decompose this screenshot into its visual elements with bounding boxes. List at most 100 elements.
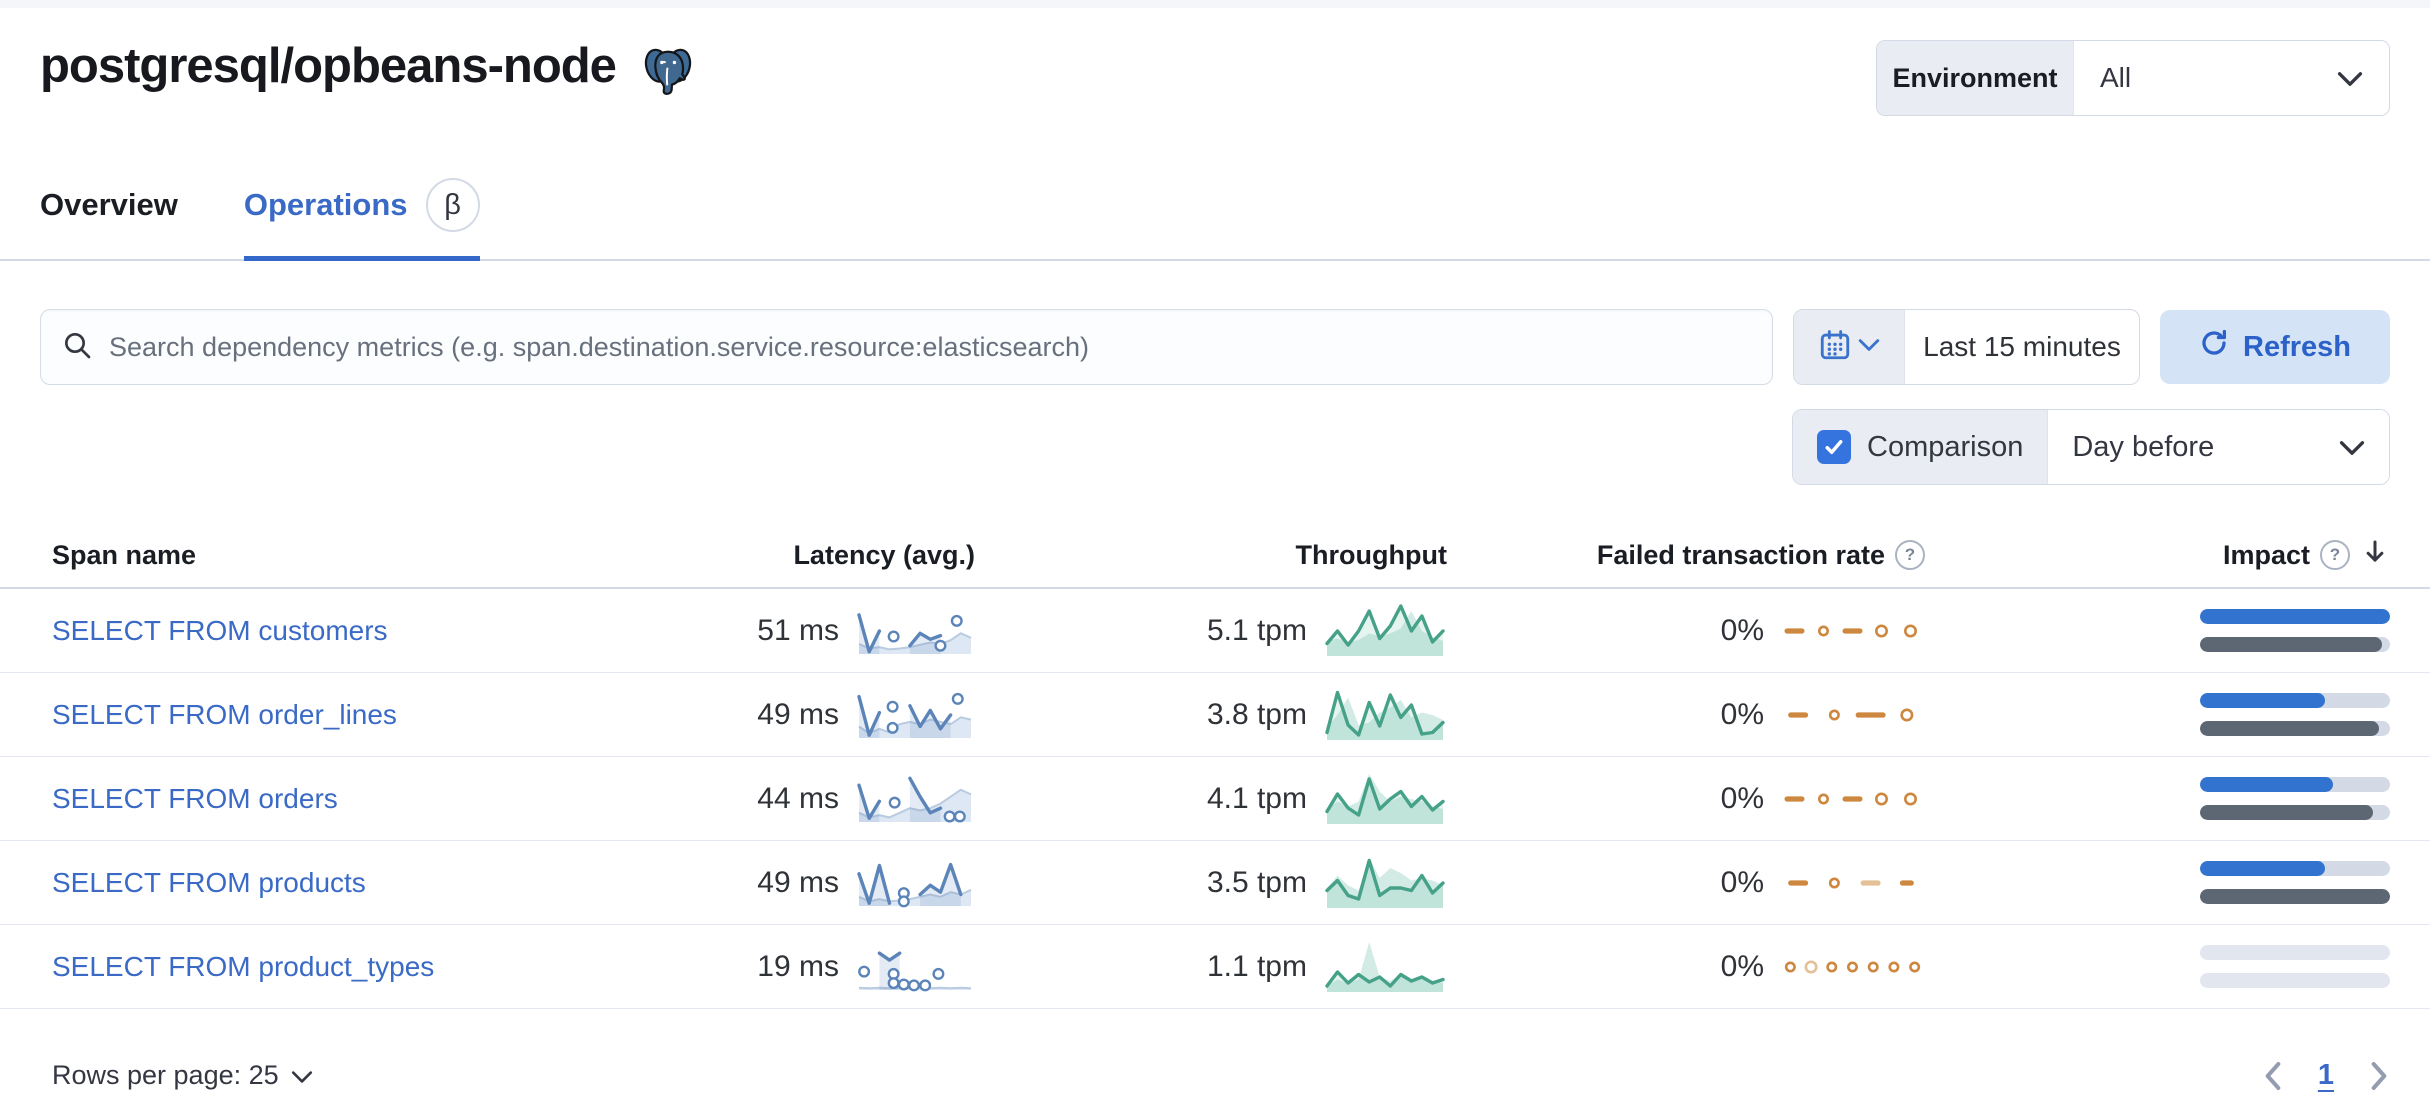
impact-bars	[2200, 861, 2390, 904]
throughput-sparkline	[1325, 773, 1445, 824]
search-input[interactable]	[107, 330, 1752, 364]
failed-rate-sparkline	[1784, 960, 1921, 973]
span-name-link[interactable]: SELECT FROM orders	[52, 782, 338, 814]
impact-bars	[2200, 609, 2390, 652]
page-number-1[interactable]: 1	[2317, 1059, 2334, 1091]
next-page-button[interactable]	[2368, 1060, 2390, 1092]
toolbar: Last 15 minutes Refresh	[0, 309, 2430, 385]
postgresql-logo-icon	[640, 44, 696, 105]
column-header-throughput[interactable]: Throughput	[1295, 539, 1447, 570]
page-header: postgresql/opbeans-node Environment All	[0, 8, 2430, 116]
latency-value: 19 ms	[757, 949, 839, 983]
rows-per-page-button[interactable]: Rows per page: 25	[40, 1060, 313, 1091]
throughput-value: 3.5 tpm	[1206, 865, 1307, 899]
throughput-sparkline	[1325, 941, 1445, 992]
impact-bars	[2200, 693, 2390, 736]
span-name-link[interactable]: SELECT FROM products	[52, 866, 366, 898]
impact-previous-bar	[2200, 805, 2390, 820]
impact-previous-bar	[2200, 889, 2390, 904]
latency-value: 49 ms	[757, 697, 839, 731]
calendar-icon	[1818, 328, 1852, 367]
date-picker[interactable]: Last 15 minutes	[1793, 309, 2140, 385]
failed-rate-sparkline	[1784, 792, 1918, 805]
failed-rate-value: 0%	[1720, 697, 1764, 731]
failed-rate-value: 0%	[1720, 865, 1764, 899]
comparison-checkbox-group[interactable]: Comparison	[1793, 410, 2049, 484]
impact-previous-bar	[2200, 973, 2390, 988]
sort-descending-icon	[2360, 537, 2390, 574]
table-row: SELECT FROM orders 44 ms 4.1 tpm 0%	[0, 757, 2430, 841]
latency-value: 51 ms	[757, 613, 839, 647]
search-icon	[61, 329, 93, 366]
failed-rate-value: 0%	[1720, 949, 1764, 983]
tab-overview-label: Overview	[40, 187, 178, 222]
environment-label: Environment	[1877, 41, 2074, 115]
beta-badge: β	[425, 178, 480, 232]
page-title: postgresql/opbeans-node	[40, 39, 617, 93]
column-header-latency[interactable]: Latency (avg.)	[793, 539, 975, 570]
date-picker-quick-menu[interactable]	[1794, 310, 1905, 384]
impact-previous-bar	[2200, 637, 2390, 652]
chevron-down-icon	[1858, 338, 1880, 357]
column-header-failed-rate[interactable]: Failed transaction rate ?	[1447, 540, 1925, 571]
throughput-value: 5.1 tpm	[1206, 613, 1307, 647]
impact-current-bar	[2200, 777, 2390, 792]
search-bar	[40, 309, 1773, 385]
impact-bars	[2200, 945, 2390, 988]
refresh-icon	[2199, 328, 2229, 366]
refresh-label: Refresh	[2243, 330, 2351, 363]
tab-operations-label: Operations	[243, 187, 408, 222]
latency-sparkline	[857, 692, 972, 738]
latency-sparkline	[858, 951, 972, 991]
table-header: Span name Latency (avg.) Throughput Fail…	[0, 523, 2430, 589]
impact-current-bar	[2200, 693, 2390, 708]
throughput-sparkline	[1325, 603, 1445, 656]
table-row: SELECT FROM customers 51 ms 5.1 tpm 0%	[0, 589, 2430, 673]
comparison-row: Comparison Day before	[0, 409, 2430, 485]
tab-operations[interactable]: Operations β	[243, 178, 480, 261]
span-name-link[interactable]: SELECT FROM customers	[52, 614, 388, 646]
top-strip	[0, 0, 2430, 8]
comparison-label: Comparison	[1867, 430, 2024, 463]
failed-rate-sparkline	[1788, 708, 1914, 721]
comparison-value: Day before	[2072, 430, 2215, 463]
comparison-select[interactable]: Day before	[2048, 410, 2389, 484]
table-footer: Rows per page: 25 1	[0, 1059, 2430, 1092]
failed-rate-value: 0%	[1720, 613, 1764, 647]
throughput-value: 4.1 tpm	[1206, 781, 1307, 815]
throughput-value: 1.1 tpm	[1206, 949, 1307, 983]
latency-value: 44 ms	[757, 781, 839, 815]
table-body: SELECT FROM customers 51 ms 5.1 tpm 0% SELEC…	[0, 589, 2430, 1009]
failed-rate-value: 0%	[1720, 781, 1764, 815]
failed-rate-sparkline	[1788, 877, 1914, 888]
span-name-link[interactable]: SELECT FROM product_types	[52, 950, 435, 982]
environment-select[interactable]: Environment All	[1876, 40, 2390, 116]
environment-value: All	[2100, 62, 2132, 93]
throughput-value: 3.8 tpm	[1206, 697, 1307, 731]
refresh-button[interactable]: Refresh	[2160, 310, 2390, 384]
comparison-control: Comparison Day before	[1792, 409, 2390, 485]
operations-table: Span name Latency (avg.) Throughput Fail…	[0, 523, 2430, 1009]
tab-bar: Overview Operations β	[0, 178, 2430, 261]
rows-per-page-label: Rows per page: 25	[52, 1060, 279, 1090]
chevron-down-icon	[2339, 431, 2365, 464]
impact-current-bar	[2200, 861, 2390, 876]
table-row: SELECT FROM product_types 19 ms 1.1 tpm 0%	[0, 925, 2430, 1009]
help-icon[interactable]: ?	[2320, 540, 2350, 570]
tab-overview[interactable]: Overview	[40, 178, 178, 259]
previous-page-button[interactable]	[2262, 1060, 2284, 1092]
column-header-impact[interactable]: Impact ?	[1925, 537, 2390, 574]
pagination: 1	[2262, 1059, 2390, 1092]
failed-rate-sparkline	[1784, 624, 1918, 637]
help-icon[interactable]: ?	[1895, 540, 1925, 570]
impact-bars	[2200, 777, 2390, 820]
latency-value: 49 ms	[757, 865, 839, 899]
time-range-value[interactable]: Last 15 minutes	[1923, 331, 2121, 362]
chevron-down-icon	[2337, 62, 2363, 94]
span-name-link[interactable]: SELECT FROM order_lines	[52, 698, 397, 730]
table-row: SELECT FROM order_lines 49 ms 3.8 tpm 0%	[0, 673, 2430, 757]
comparison-checkbox[interactable]	[1817, 430, 1851, 464]
table-row: SELECT FROM products 49 ms 3.5 tpm 0%	[0, 841, 2430, 925]
impact-current-bar	[2200, 609, 2390, 624]
